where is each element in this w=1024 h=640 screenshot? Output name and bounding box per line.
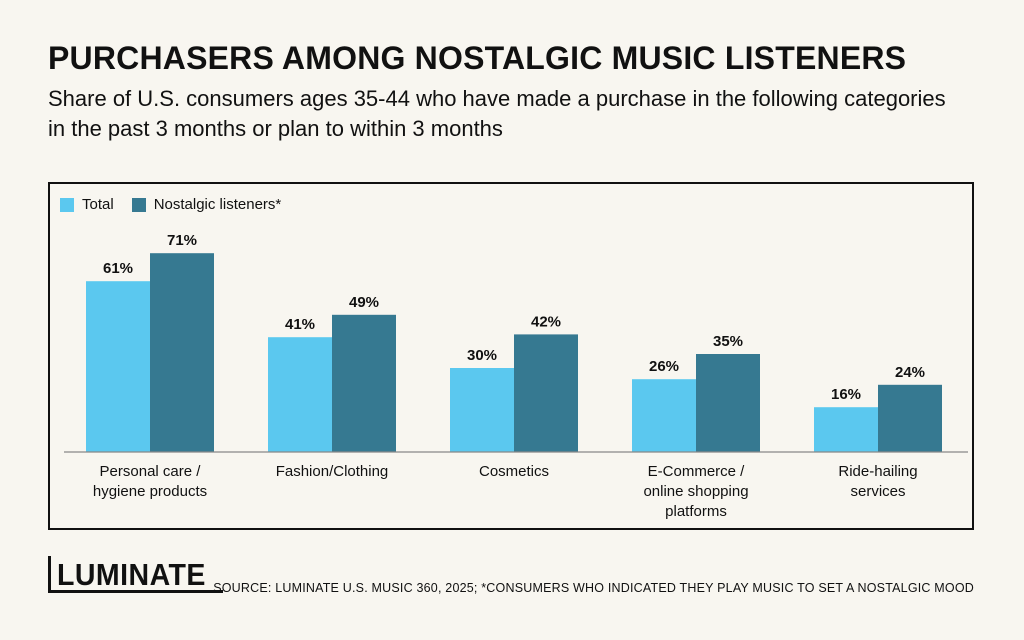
bar-nostalgic-4 <box>878 384 942 452</box>
bar-total-3 <box>632 379 696 452</box>
category-label-4: Ride-hailing services <box>838 463 917 500</box>
data-label-total-2: 30% <box>467 347 497 364</box>
category-label-1: Fashion/Clothing <box>276 463 389 480</box>
data-label-total-3: 26% <box>649 358 679 375</box>
data-label-total-0: 61% <box>103 260 133 277</box>
bar-total-0 <box>86 281 150 452</box>
legend: Total Nostalgic listeners* <box>60 196 299 213</box>
data-label-nostalgic-2: 42% <box>531 313 561 330</box>
category-label-3: E-Commerce / online shopping platforms <box>643 463 748 520</box>
data-label-nostalgic-3: 35% <box>713 333 743 350</box>
chart-subtitle: Share of U.S. consumers ages 35-44 who h… <box>48 86 946 141</box>
legend-label-total: Total <box>82 196 114 213</box>
bar-nostalgic-2 <box>514 334 578 452</box>
logo-text: LUMINATE <box>57 557 206 592</box>
bar-chart: 61% 71% Personal care / hygiene products 41%… <box>64 232 968 520</box>
bar-total-2 <box>450 368 514 452</box>
data-label-nostalgic-4: 24% <box>895 364 925 381</box>
bar-total-4 <box>814 407 878 452</box>
data-label-total-4: 16% <box>831 386 861 403</box>
bar-nostalgic-3 <box>696 354 760 452</box>
luminate-logo: LUMINATE <box>48 556 223 593</box>
chart-frame: Total Nostalgic listeners* 61% 71% Persona… <box>48 182 974 530</box>
legend-swatch-nostalgic <box>131 197 146 212</box>
bar-total-1 <box>268 337 332 452</box>
source-note: SOURCE: LUMINATE U.S. MUSIC 360, 2025; *… <box>213 581 974 595</box>
legend-label-nostalgic: Nostalgic listeners* <box>153 196 282 213</box>
legend-item-nostalgic: Nostalgic listeners* <box>131 196 282 213</box>
bar-nostalgic-0 <box>150 253 214 452</box>
data-label-nostalgic-1: 49% <box>349 294 379 311</box>
data-label-nostalgic-0: 71% <box>167 232 197 249</box>
category-label-2: Cosmetics <box>479 463 549 480</box>
legend-item-total: Total <box>60 196 114 213</box>
chart-title: PURCHASERS AMONG NOSTALGIC MUSIC LISTENE… <box>48 40 907 76</box>
data-label-total-1: 41% <box>285 316 315 333</box>
legend-swatch-total <box>60 197 74 212</box>
bar-nostalgic-1 <box>332 314 396 452</box>
category-label-0: Personal care / hygiene products <box>93 463 207 500</box>
